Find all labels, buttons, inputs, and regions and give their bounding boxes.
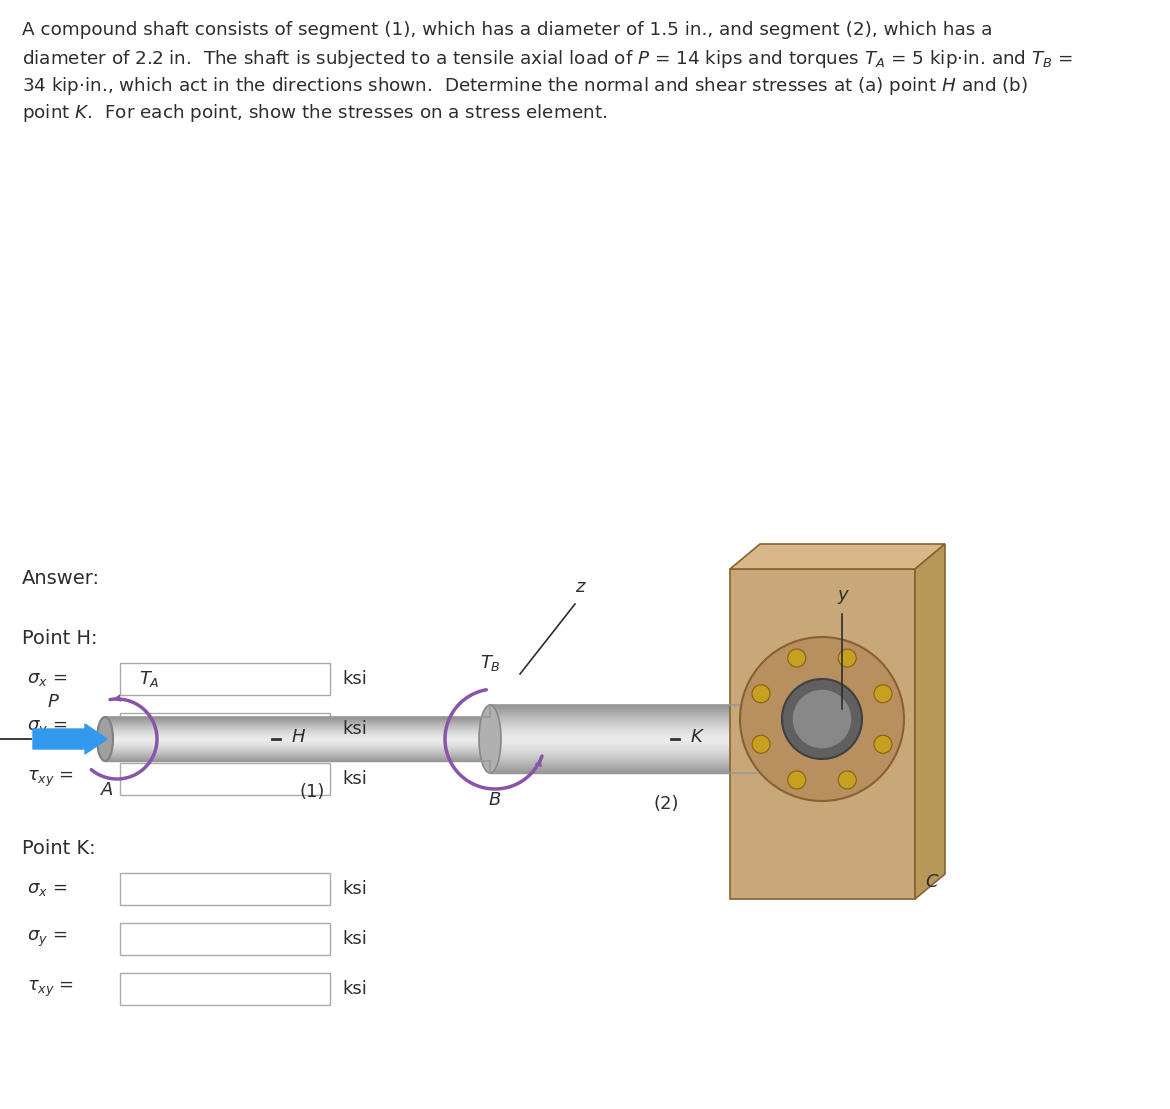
Text: A compound shaft consists of segment (1), which has a diameter of 1.5 in., and s: A compound shaft consists of segment (1)…	[22, 21, 992, 39]
Text: ksi: ksi	[342, 980, 367, 998]
Text: $\tau_{xy}$ =: $\tau_{xy}$ =	[27, 769, 74, 790]
Circle shape	[874, 684, 892, 703]
Text: ksi: ksi	[342, 770, 367, 788]
Polygon shape	[915, 545, 945, 899]
Polygon shape	[730, 545, 945, 569]
Circle shape	[838, 649, 856, 667]
Text: diameter of 2.2 in.  The shaft is subjected to a tensile axial load of $P$ = 14 : diameter of 2.2 in. The shaft is subject…	[22, 48, 1073, 70]
Text: Point H:: Point H:	[22, 629, 97, 648]
FancyBboxPatch shape	[121, 713, 330, 745]
Circle shape	[752, 735, 770, 753]
Text: $T_A$: $T_A$	[139, 669, 160, 689]
Text: ksi: ksi	[342, 670, 367, 688]
Polygon shape	[730, 569, 915, 899]
Text: $T_B$: $T_B$	[480, 653, 501, 673]
Circle shape	[787, 771, 806, 788]
Text: $\sigma_x$ =: $\sigma_x$ =	[27, 881, 67, 898]
Text: ksi: ksi	[342, 881, 367, 898]
Circle shape	[838, 771, 856, 788]
Text: (1): (1)	[300, 783, 325, 801]
Text: (2): (2)	[653, 795, 679, 813]
Text: $\sigma_y$ =: $\sigma_y$ =	[27, 719, 67, 739]
Text: $K$: $K$	[690, 728, 706, 746]
Circle shape	[752, 684, 770, 703]
Text: $z$: $z$	[576, 578, 587, 596]
FancyBboxPatch shape	[121, 973, 330, 1005]
FancyBboxPatch shape	[121, 873, 330, 905]
Text: Answer:: Answer:	[22, 569, 99, 588]
Circle shape	[792, 689, 852, 749]
Text: $\sigma_y$ =: $\sigma_y$ =	[27, 929, 67, 949]
Circle shape	[874, 735, 892, 753]
Text: ksi: ksi	[342, 720, 367, 737]
Text: $y$: $y$	[838, 588, 851, 606]
Text: $P$: $P$	[47, 693, 60, 711]
FancyArrow shape	[33, 724, 106, 754]
FancyBboxPatch shape	[121, 663, 330, 695]
Text: $B$: $B$	[488, 791, 502, 808]
FancyBboxPatch shape	[121, 763, 330, 795]
Text: $A$: $A$	[99, 781, 113, 798]
Text: Point K:: Point K:	[22, 840, 96, 858]
Text: $C$: $C$	[925, 873, 940, 891]
Circle shape	[787, 649, 806, 667]
Text: ksi: ksi	[342, 930, 367, 948]
Circle shape	[782, 679, 862, 759]
Ellipse shape	[97, 718, 113, 761]
Circle shape	[739, 637, 904, 801]
Text: point $K$.  For each point, show the stresses on a stress element.: point $K$. For each point, show the stre…	[22, 102, 607, 124]
Text: $H$: $H$	[291, 728, 307, 746]
Text: 34 kip·in., which act in the directions shown.  Determine the normal and shear s: 34 kip·in., which act in the directions …	[22, 75, 1028, 96]
Text: $\tau_{xy}$ =: $\tau_{xy}$ =	[27, 979, 74, 999]
FancyBboxPatch shape	[121, 923, 330, 955]
Text: $\sigma_x$ =: $\sigma_x$ =	[27, 670, 67, 688]
Ellipse shape	[479, 705, 501, 773]
